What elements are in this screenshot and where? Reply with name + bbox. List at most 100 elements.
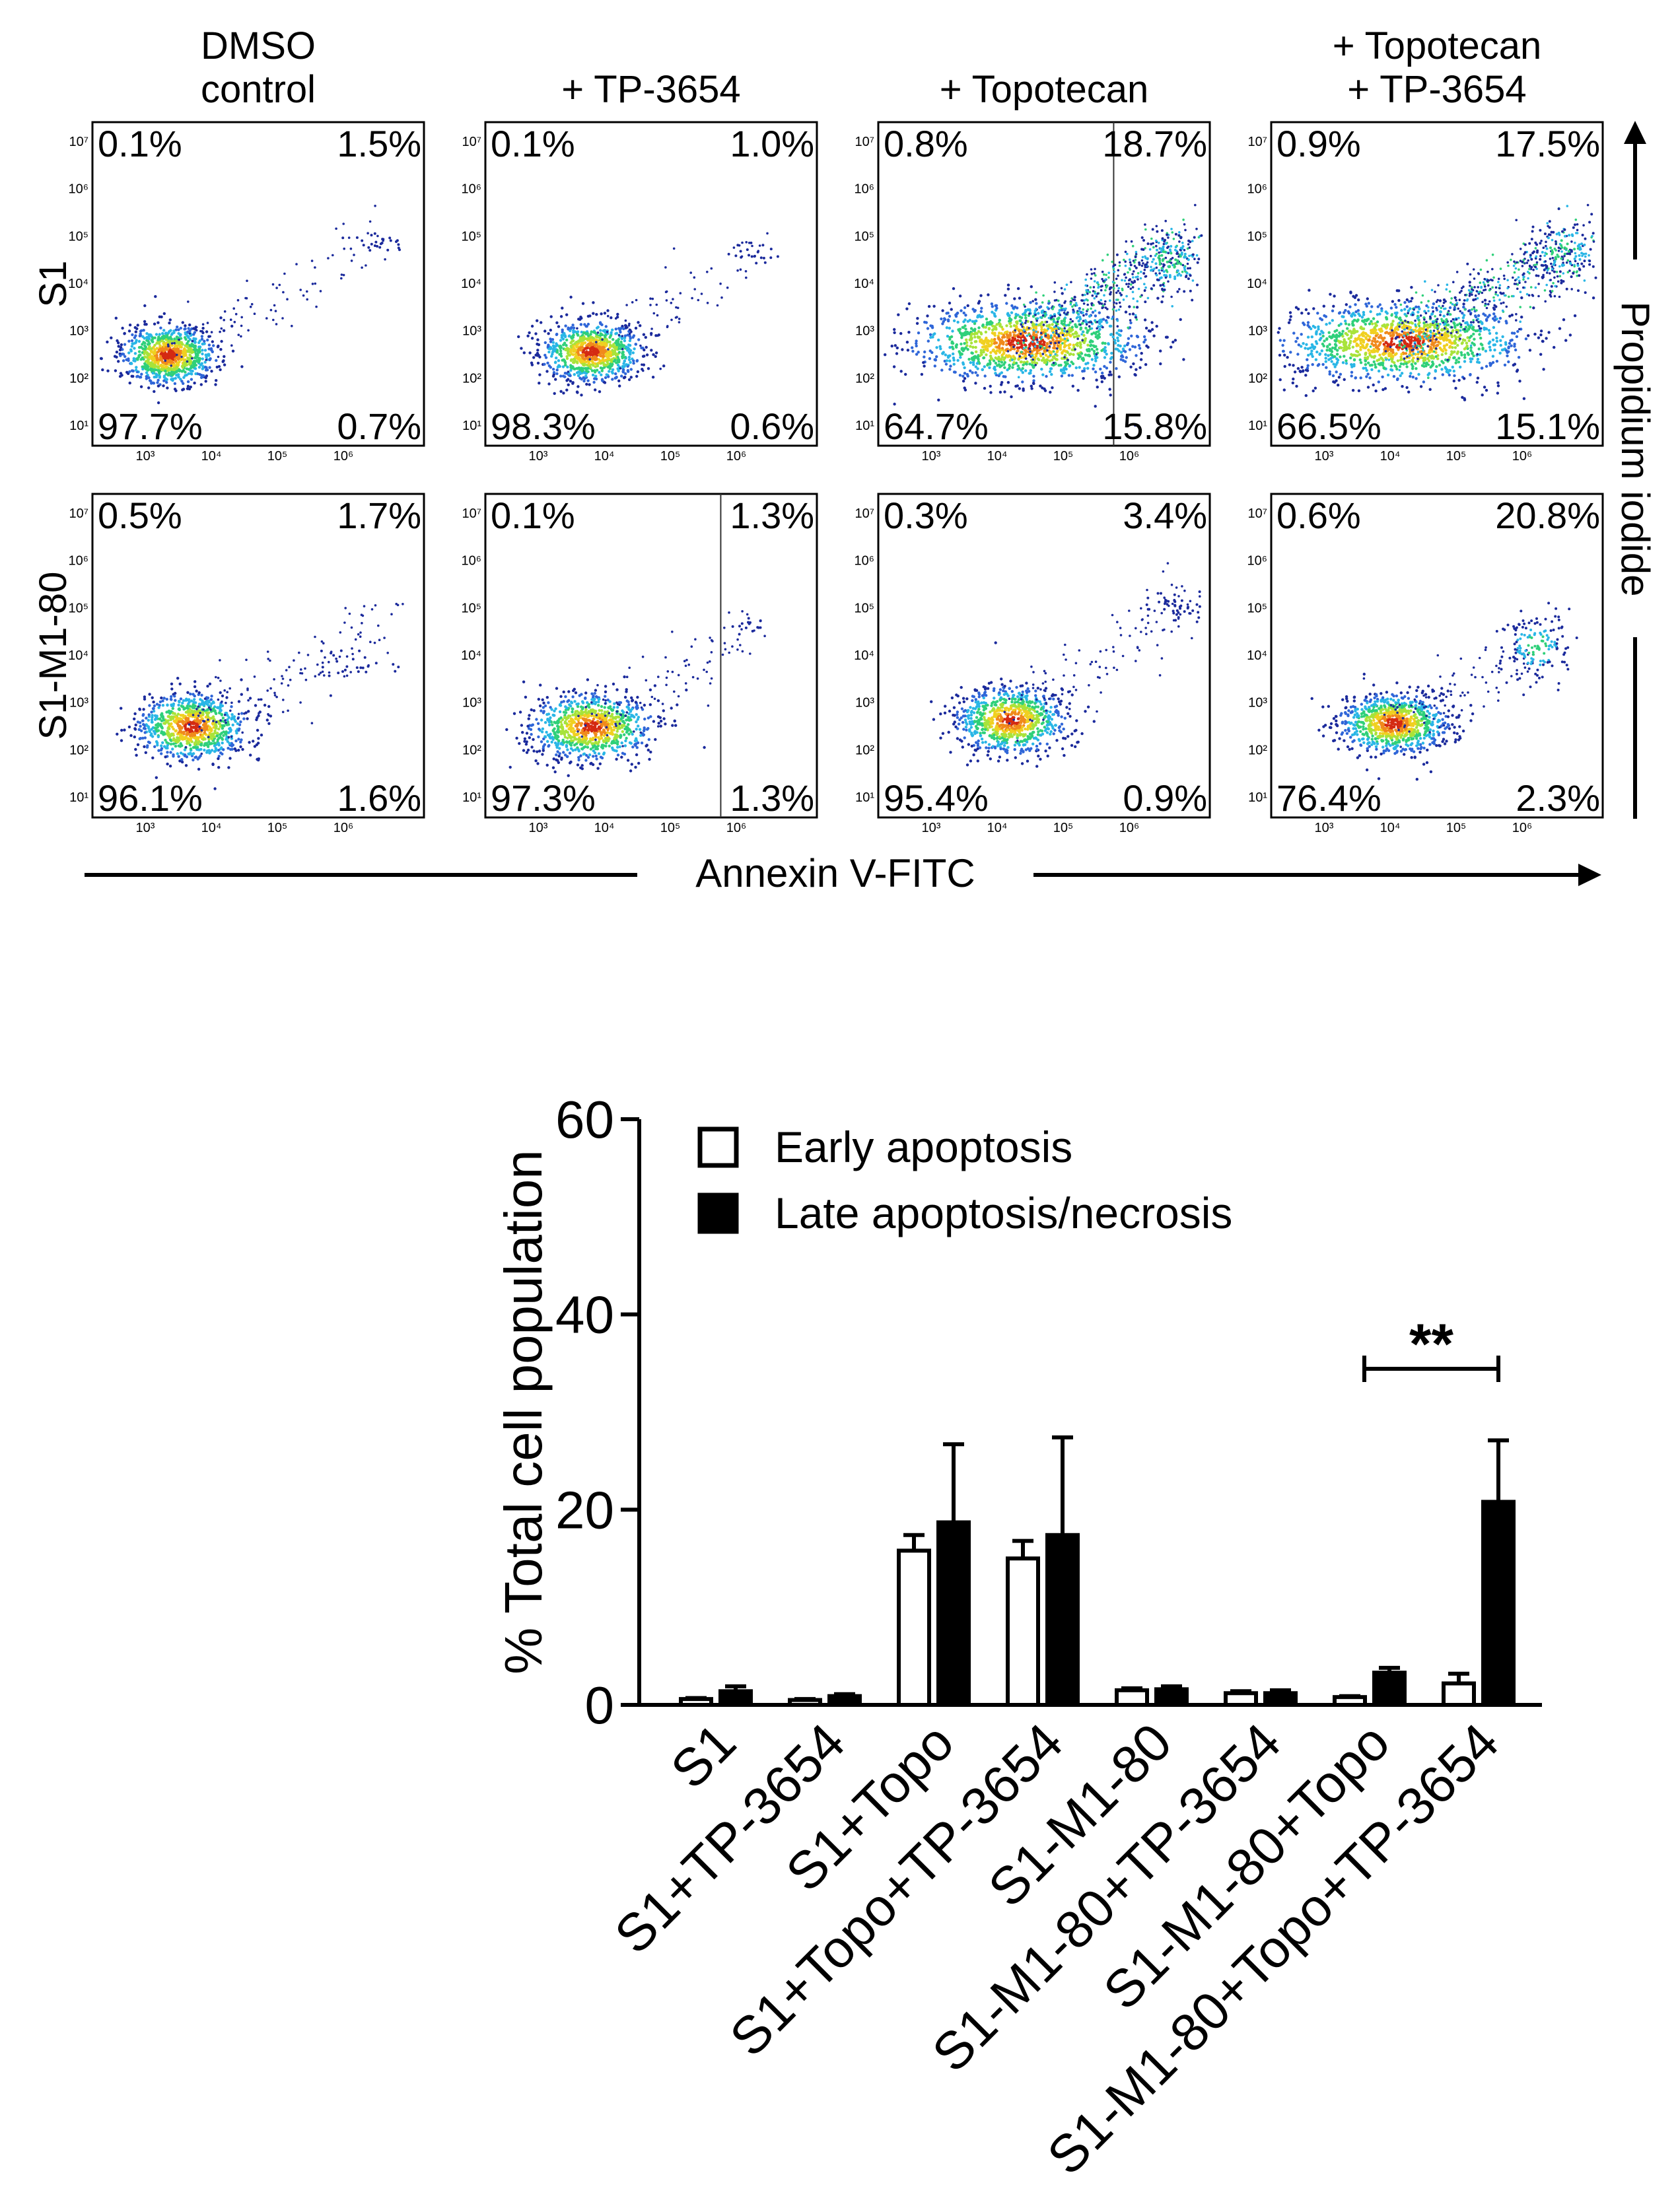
- event-dot: [199, 363, 203, 366]
- event-dot: [995, 349, 999, 353]
- event-dot: [579, 349, 582, 352]
- event-dot: [1130, 334, 1133, 337]
- event-dot: [769, 256, 773, 259]
- event-dot: [1059, 368, 1063, 372]
- event-dot: [186, 384, 190, 388]
- event-dot: [990, 338, 994, 341]
- event-dot: [1528, 349, 1532, 352]
- event-dot: [203, 339, 206, 343]
- event-dot: [1348, 305, 1352, 308]
- event-dot: [977, 329, 981, 333]
- event-dot: [1040, 321, 1044, 324]
- event-dot: [205, 330, 209, 333]
- event-dot: [1174, 258, 1177, 261]
- event-dot: [602, 355, 605, 359]
- event-dot: [1135, 318, 1138, 321]
- event-dot: [538, 373, 542, 376]
- event-dot: [1107, 342, 1110, 345]
- event-dot: [639, 324, 642, 328]
- event-dot: [629, 361, 632, 364]
- event-dot: [1168, 265, 1171, 269]
- event-dot: [1120, 293, 1123, 296]
- event-dot: [1066, 311, 1069, 314]
- event-dot: [233, 320, 236, 324]
- event-dot: [969, 345, 972, 348]
- event-dot: [1007, 339, 1010, 343]
- event-dot: [189, 372, 193, 375]
- event-dot: [621, 356, 624, 360]
- event-dot: [1129, 287, 1133, 291]
- event-dot: [1493, 348, 1496, 352]
- event-dot: [178, 338, 180, 341]
- event-dot: [215, 359, 218, 363]
- event-dot: [275, 287, 278, 289]
- event-dot: [1117, 308, 1121, 311]
- event-dot: [1441, 373, 1444, 376]
- event-dot: [1121, 279, 1123, 282]
- event-dot: [184, 336, 187, 339]
- event-dot: [1090, 347, 1094, 351]
- event-dot: [995, 323, 998, 326]
- event-dot: [1105, 321, 1109, 324]
- event-dot: [1357, 389, 1361, 392]
- event-dot: [1045, 359, 1049, 362]
- event-dot: [1066, 339, 1069, 342]
- event-dot: [1379, 341, 1382, 344]
- event-dot: [565, 313, 569, 316]
- event-dot: [1116, 325, 1119, 328]
- event-dot: [1368, 376, 1372, 380]
- event-dot: [169, 351, 172, 355]
- event-dot: [302, 294, 305, 297]
- event-dot: [1098, 285, 1100, 289]
- event-dot: [1115, 309, 1118, 312]
- event-dot: [1183, 252, 1187, 256]
- event-dot: [1089, 344, 1092, 347]
- event-dot: [659, 367, 662, 370]
- event-dot: [174, 341, 178, 345]
- event-dot: [1086, 273, 1088, 276]
- event-dot: [1331, 346, 1335, 350]
- event-dot: [1405, 298, 1409, 302]
- event-dot: [603, 359, 606, 363]
- event-dot: [190, 366, 193, 369]
- event-dot: [1155, 244, 1158, 248]
- event-dot: [1140, 271, 1142, 273]
- event-dot: [1006, 287, 1010, 291]
- event-dot: [678, 321, 681, 324]
- event-dot: [958, 350, 961, 353]
- event-dot: [915, 344, 918, 348]
- event-dot: [353, 254, 355, 256]
- event-dot: [166, 348, 169, 351]
- y-tick-label: 10¹: [1248, 419, 1267, 433]
- event-dot: [1188, 246, 1191, 249]
- event-dot: [181, 366, 185, 369]
- event-dot: [1068, 321, 1072, 324]
- event-dot: [143, 347, 147, 351]
- event-dot: [1381, 375, 1384, 378]
- event-dot: [1133, 345, 1137, 349]
- event-dot: [1043, 341, 1046, 344]
- event-dot: [1485, 364, 1488, 368]
- event-dot: [1144, 338, 1147, 341]
- event-dot: [355, 236, 359, 239]
- event-dot: [922, 361, 925, 364]
- event-dot: [172, 347, 175, 351]
- event-dot: [969, 369, 972, 372]
- event-dot: [1488, 349, 1492, 352]
- event-dot: [1167, 280, 1170, 283]
- event-dot: [1162, 258, 1165, 261]
- event-dot: [932, 304, 936, 308]
- event-dot: [166, 373, 170, 377]
- event-dot: [1140, 236, 1144, 239]
- event-dot: [1558, 327, 1562, 330]
- event-dot: [1082, 314, 1085, 317]
- event-dot: [1101, 270, 1104, 273]
- event-dot: [174, 345, 177, 348]
- event-dot: [1081, 299, 1084, 302]
- event-dot: [1355, 342, 1358, 345]
- event-dot: [621, 351, 625, 354]
- event-dot: [155, 353, 158, 357]
- event-dot: [1426, 323, 1430, 327]
- event-dot: [569, 348, 573, 351]
- event-dot: [1115, 291, 1118, 294]
